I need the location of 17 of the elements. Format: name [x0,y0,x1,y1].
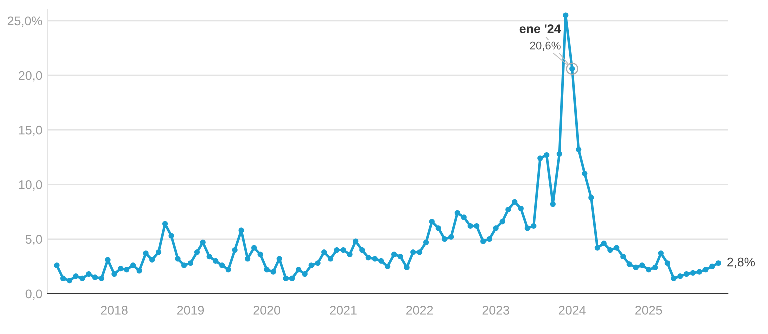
x-tick-label: 2024 [559,306,586,315]
y-tick-label: 25,0% [8,16,42,28]
x-tick-label: 2022 [406,306,434,315]
annotation: 2,8% [728,258,756,268]
annotation: ene '24 [520,24,562,34]
y-tick-label: 0,0 [26,290,42,300]
y-tick-label: 5,0 [26,235,42,246]
x-tick-label: 2023 [482,306,510,315]
y-tick-label: 10,0 [19,180,42,191]
x-tick-label: 2025 [636,306,662,315]
x-tick-label: 2019 [177,306,204,315]
x-tick-label: 2021 [330,306,357,315]
x-tick-label: 2020 [254,306,280,315]
annotation: 20,6% [530,42,561,52]
y-tick-label: 15,0 [19,126,42,136]
x-tick-label: 2018 [101,306,128,315]
y-tick-label: 20,0 [19,71,42,82]
